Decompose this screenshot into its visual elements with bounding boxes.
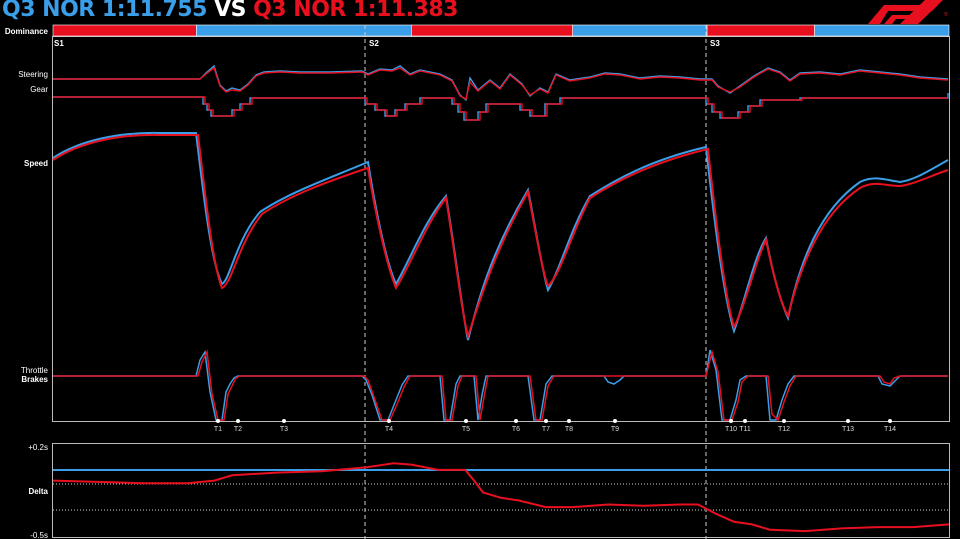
gear-trace xyxy=(53,93,949,121)
corner-label: T6 xyxy=(512,426,520,433)
speed-line-b xyxy=(52,133,949,340)
dominance-segment xyxy=(572,24,708,37)
f1-logo-icon: ® xyxy=(868,0,948,24)
svg-text:®: ® xyxy=(944,11,948,18)
corner-dot xyxy=(464,419,468,423)
corner-label: T11 xyxy=(739,426,751,433)
corner-label: T10 xyxy=(725,426,737,433)
corner-dot xyxy=(567,419,571,423)
corner-dot xyxy=(544,419,548,423)
corner-label: T12 xyxy=(778,426,790,433)
delta-axis-label: Delta xyxy=(28,487,48,496)
delta-axis-top: +0.2s xyxy=(28,443,48,452)
gear-label: Gear xyxy=(30,85,48,94)
corner-dot xyxy=(282,419,286,423)
corner-dot xyxy=(743,419,747,423)
delta-axis-bottom: -0.5s xyxy=(30,531,48,539)
sector-label-s2: S2 xyxy=(369,39,379,48)
throttle-line-b xyxy=(53,349,948,422)
corner-dot xyxy=(216,419,220,423)
corner-dot xyxy=(236,419,240,423)
corner-label: T14 xyxy=(884,426,896,433)
corner-label: T5 xyxy=(462,426,470,433)
corner-label: T7 xyxy=(542,426,550,433)
corner-label: T1 xyxy=(214,426,222,433)
steering-trace xyxy=(53,64,949,102)
corner-label: T3 xyxy=(280,426,288,433)
corner-markers: T1 T2 T3 T4 T5 T6 T7 T8 T9 T10 T11 T12 T13 T14 xyxy=(214,419,896,433)
throttle-trace xyxy=(53,349,948,422)
corner-label: T9 xyxy=(611,426,619,433)
throttle-line-a xyxy=(53,349,948,421)
corner-dot xyxy=(387,419,391,423)
dominance-segment xyxy=(706,24,815,37)
brakes-label: Brakes xyxy=(21,375,48,384)
speed-trace xyxy=(52,131,949,341)
gear-line-b xyxy=(53,96,948,121)
chart-title: Q3 NOR 1:11.755 VS Q3 NOR 1:11.383 xyxy=(2,0,458,22)
corner-label: T4 xyxy=(385,426,393,433)
corner-label: T8 xyxy=(565,426,573,433)
steering-label: Steering xyxy=(18,70,48,79)
dominance-segment xyxy=(196,24,412,37)
corner-dot xyxy=(729,419,733,423)
driver-a-label: Q3 NOR 1:11.755 xyxy=(2,0,207,22)
corner-label: T13 xyxy=(842,426,854,433)
dominance-bar xyxy=(52,24,950,37)
throttle-label: Throttle xyxy=(21,366,49,375)
driver-b-label: Q3 NOR 1:11.383 xyxy=(253,0,458,22)
dominance-segment xyxy=(52,24,197,37)
corner-dot xyxy=(846,419,850,423)
speed-line-a xyxy=(52,131,949,341)
dominance-segment xyxy=(814,24,950,37)
delta-plot-frame xyxy=(52,443,950,538)
corner-label: T2 xyxy=(234,426,242,433)
steering-line-a xyxy=(53,64,949,102)
dominance-label: Dominance xyxy=(5,27,49,36)
speed-label: Speed xyxy=(24,159,48,168)
delta-line xyxy=(52,462,950,533)
sector-label-s3: S3 xyxy=(710,39,720,48)
corner-dot xyxy=(613,419,617,423)
vs-label: VS xyxy=(214,0,246,22)
main-plot-frame xyxy=(52,36,950,422)
sector-label-s1: S1 xyxy=(54,39,64,48)
dominance-segment xyxy=(411,24,573,37)
corner-dot xyxy=(514,419,518,423)
steering-line-b xyxy=(53,66,949,101)
corner-dot xyxy=(888,419,892,423)
corner-dot xyxy=(782,419,786,423)
